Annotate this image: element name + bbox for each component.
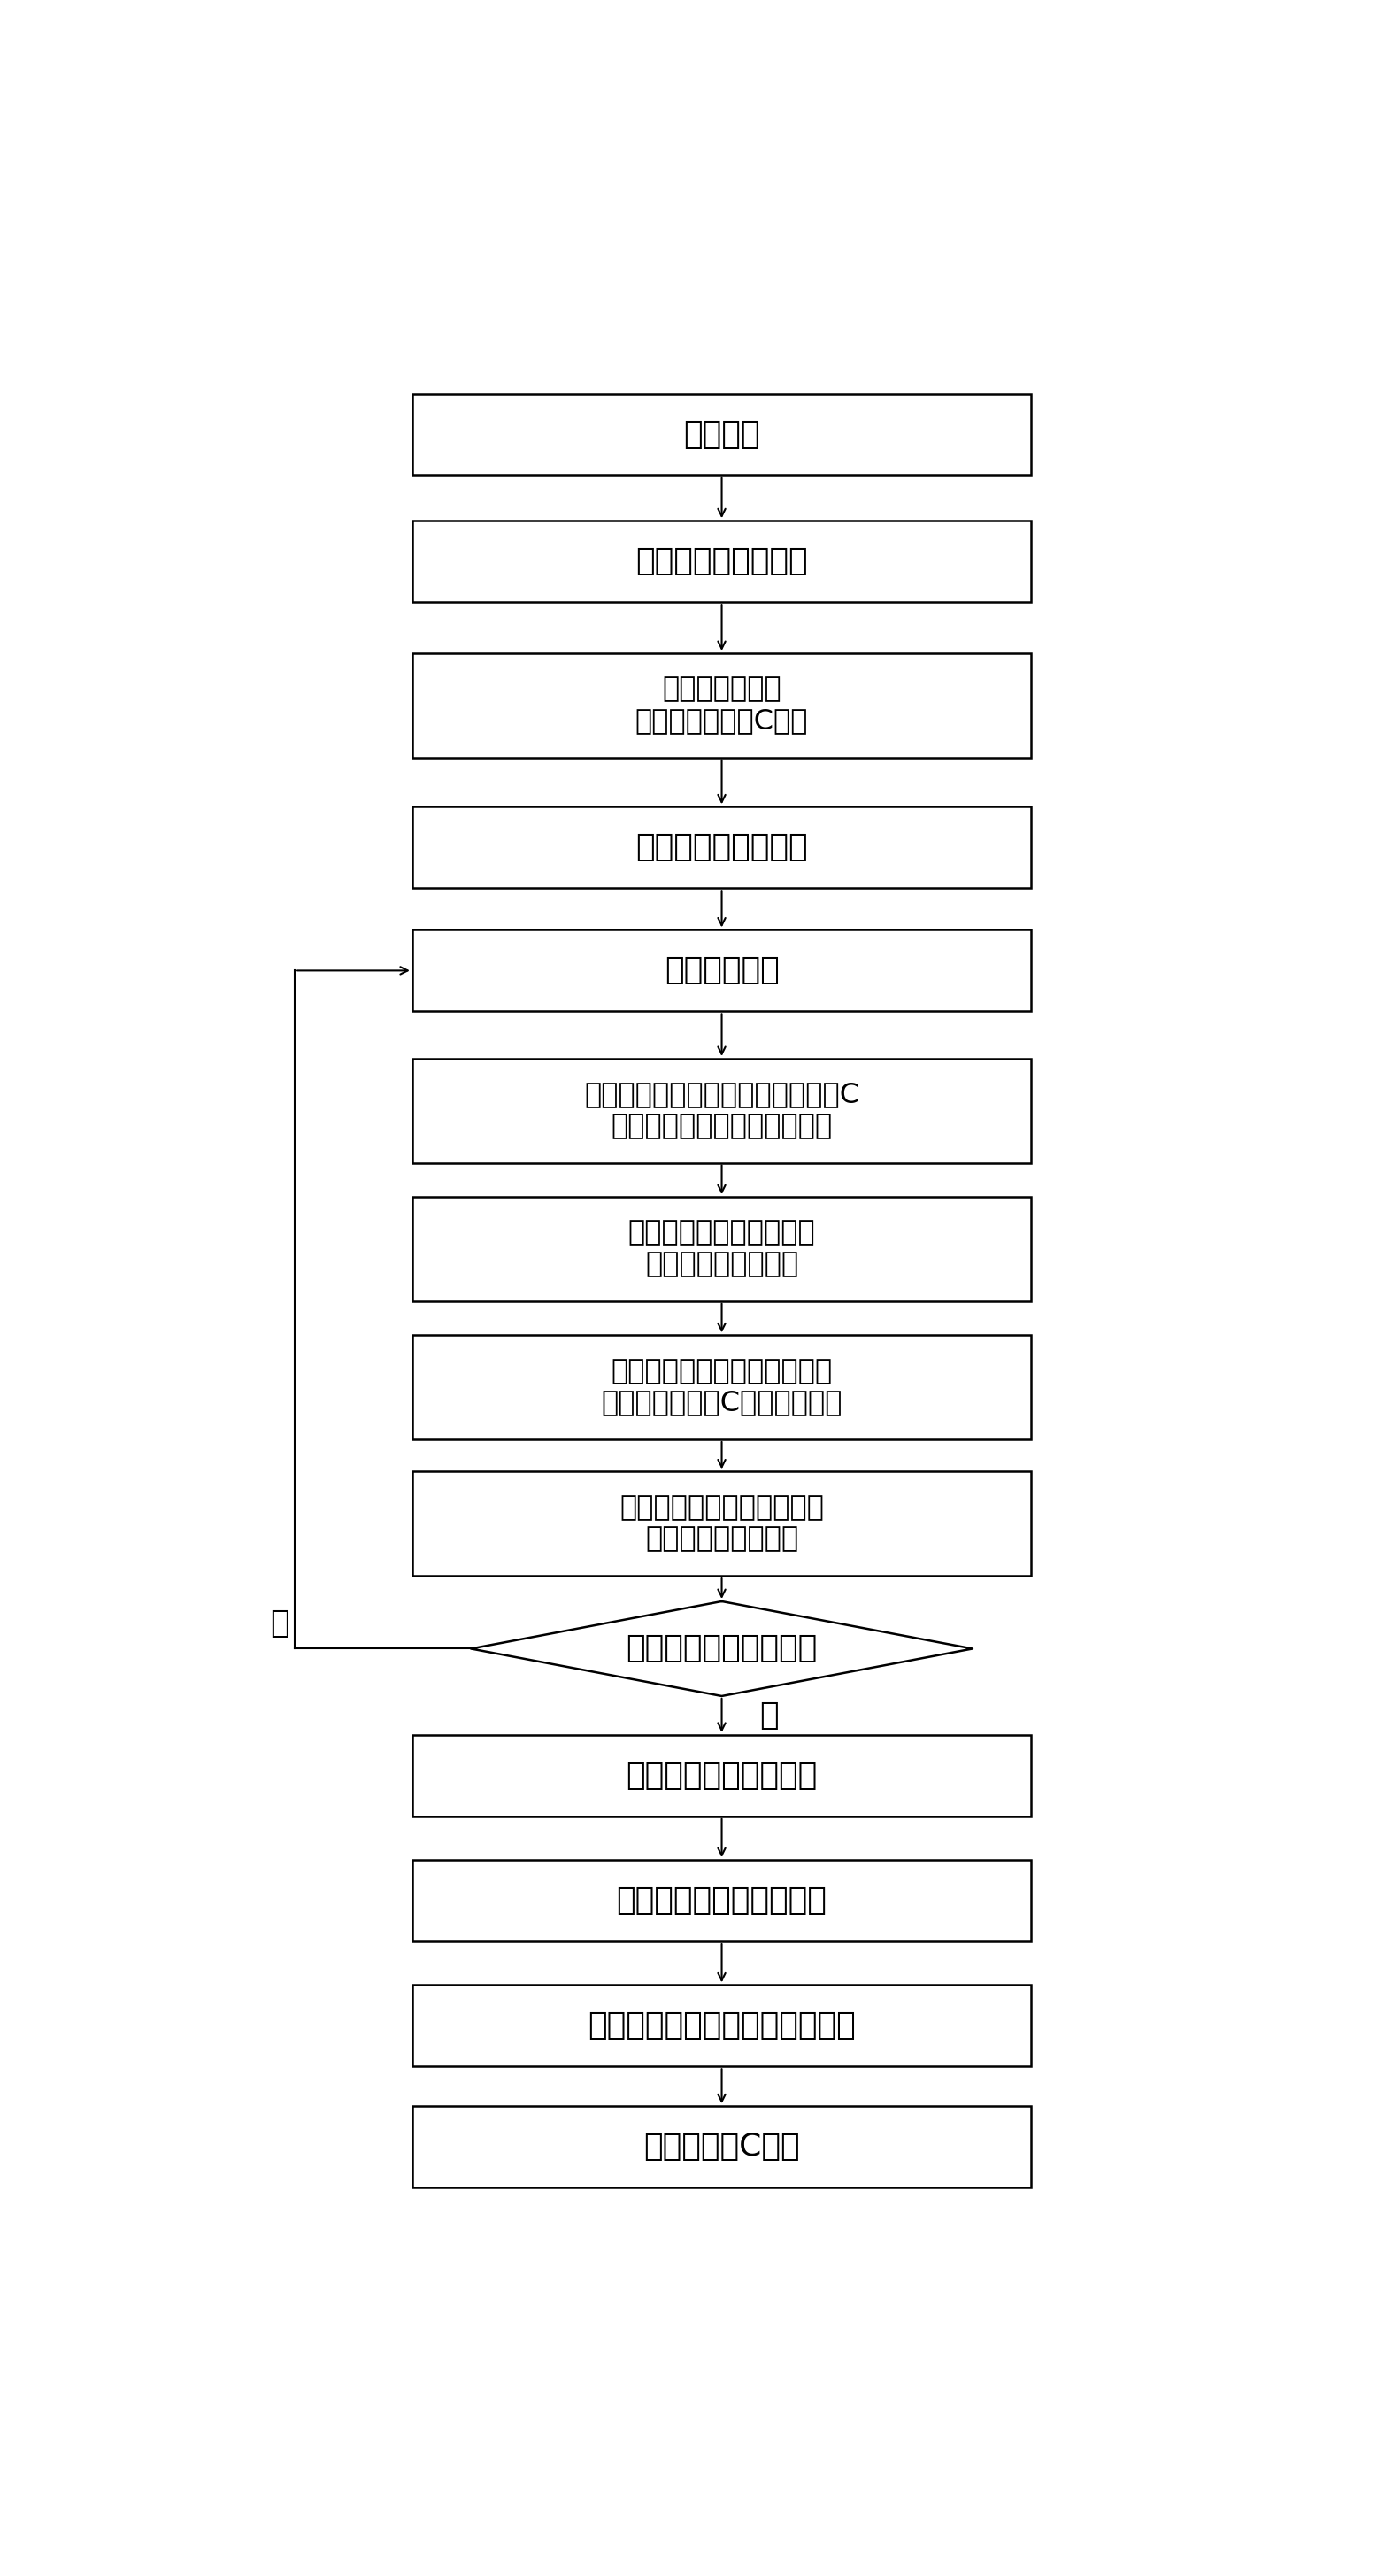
Text: 对待测样品进行光谱测定: 对待测样品进行光谱测定 bbox=[617, 1886, 828, 1917]
Text: 是否达到要求的精确度: 是否达到要求的精确度 bbox=[627, 1633, 818, 1664]
Text: 应用所建校正模型及其光谱对
未知样品维生素C含量进行预测: 应用所建校正模型及其光谱对 未知样品维生素C含量进行预测 bbox=[602, 1358, 843, 1417]
Text: 是: 是 bbox=[759, 1700, 778, 1731]
Bar bbox=[412, 1734, 1031, 1816]
Text: 得到维生素C含量: 得到维生素C含量 bbox=[643, 2133, 800, 2161]
Bar bbox=[412, 394, 1031, 474]
Bar bbox=[412, 1986, 1031, 2066]
Bar bbox=[412, 930, 1031, 1012]
Bar bbox=[412, 1334, 1031, 1440]
Text: 用现有测定方法
测定样品维生素C含量: 用现有测定方法 测定样品维生素C含量 bbox=[635, 675, 808, 734]
Bar bbox=[412, 654, 1031, 757]
Text: 对光谱图进行预处理: 对光谱图进行预处理 bbox=[636, 832, 808, 863]
Text: 选择建模样品: 选择建模样品 bbox=[664, 956, 779, 987]
Text: 比较未知样品的预测结果和
标准测定方法的结果: 比较未知样品的预测结果和 标准测定方法的结果 bbox=[620, 1494, 823, 1553]
Bar bbox=[412, 1860, 1031, 1942]
Bar bbox=[412, 520, 1031, 603]
Text: 否: 否 bbox=[270, 1607, 289, 1638]
Text: 将测得光谱导入确定的数学模型: 将测得光谱导入确定的数学模型 bbox=[588, 2012, 855, 2040]
Text: 对所建校正数学模型进行
适应性与可靠性检查: 对所建校正数学模型进行 适应性与可靠性检查 bbox=[628, 1218, 815, 1278]
Text: 样品采集: 样品采集 bbox=[683, 420, 760, 451]
Bar bbox=[412, 806, 1031, 889]
Bar bbox=[412, 2107, 1031, 2187]
Text: 利用多元校正方法建立样品维生素C
含量与样品光谱之间数学模型: 利用多元校正方法建立样品维生素C 含量与样品光谱之间数学模型 bbox=[584, 1082, 859, 1141]
Bar bbox=[412, 1059, 1031, 1162]
Text: 确立校正后的数学模型: 确立校正后的数学模型 bbox=[627, 1759, 818, 1790]
Bar bbox=[412, 1198, 1031, 1301]
Bar bbox=[412, 1471, 1031, 1577]
Text: 无损测定样品光谱图: 无损测定样品光谱图 bbox=[636, 546, 808, 577]
